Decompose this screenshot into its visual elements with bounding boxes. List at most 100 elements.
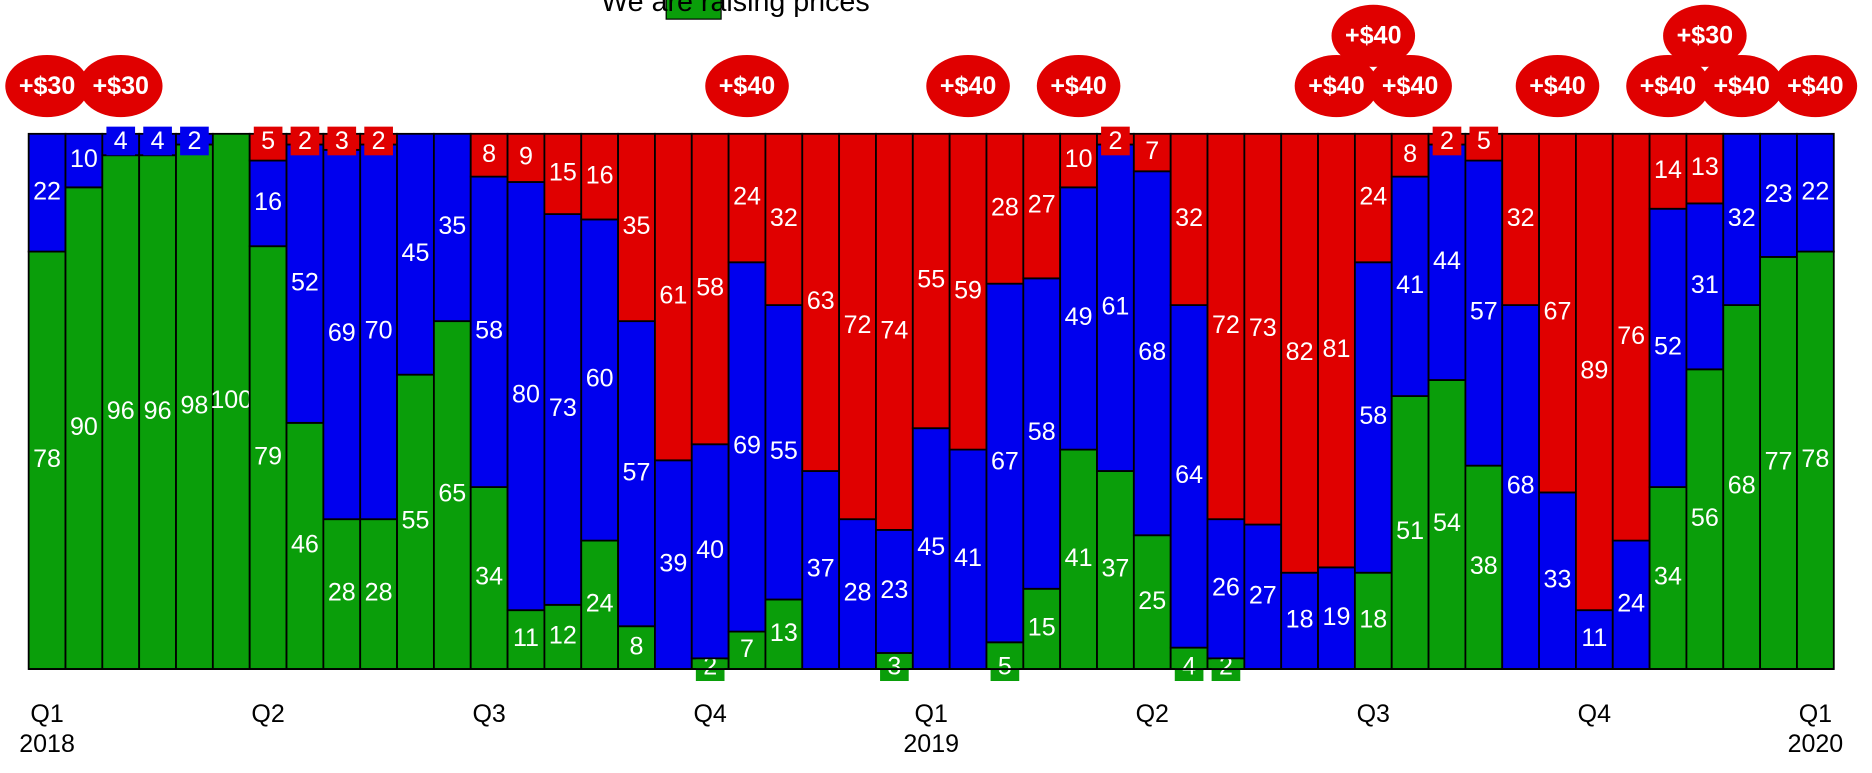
value-label: 73	[549, 394, 577, 422]
value-label: 98	[180, 391, 208, 419]
value-label: 41	[954, 544, 982, 572]
price-change-label: +$30	[19, 72, 75, 100]
bar-segment	[727, 132, 767, 264]
value-label: 49	[1065, 303, 1093, 331]
value-label: 68	[1507, 472, 1535, 500]
bar-segment	[690, 132, 730, 446]
value-label: 35	[623, 212, 651, 240]
price-change-bubble	[1699, 54, 1784, 118]
value-label: 69	[733, 432, 761, 460]
value-label: 61	[1101, 292, 1129, 320]
price-change-label: +$40	[1345, 22, 1401, 50]
value-label: 72	[844, 311, 872, 339]
bar-segment	[654, 132, 693, 462]
bar-segment	[1538, 132, 1577, 494]
value-label: 40	[696, 536, 724, 564]
value-label: 65	[438, 480, 466, 508]
value-label-box	[253, 126, 283, 156]
value-label: 19	[1323, 603, 1351, 631]
value-label: 56	[1691, 504, 1719, 532]
value-label: 78	[33, 445, 61, 473]
value-label: 59	[954, 276, 982, 304]
bar-segment	[27, 250, 67, 670]
value-label: 76	[1617, 322, 1645, 350]
price-change-bubble	[705, 54, 789, 118]
value-label: 16	[254, 188, 282, 216]
value-label: 14	[1654, 156, 1682, 184]
value-label: 58	[1359, 402, 1387, 430]
legend-label: We are raising prices	[601, 0, 870, 18]
bar-segment	[175, 143, 214, 670]
bar-segment	[27, 132, 67, 253]
price-change-bubble	[78, 54, 163, 118]
bar-segment	[1317, 132, 1356, 569]
value-label: 38	[1470, 552, 1498, 580]
bar-segment	[1022, 277, 1062, 590]
value-label: 57	[1470, 298, 1498, 326]
value-label: 68	[1138, 338, 1166, 366]
value-label-box	[180, 126, 209, 156]
value-label: 26	[1212, 573, 1240, 601]
value-label: 68	[1728, 472, 1756, 500]
value-label: 90	[70, 413, 98, 441]
bar-segment	[690, 443, 730, 660]
bar-segment	[1796, 132, 1835, 253]
value-label: 70	[365, 316, 393, 344]
value-label: 4	[114, 127, 128, 155]
bar-segment	[1132, 534, 1172, 670]
value-label: 15	[549, 159, 577, 187]
bar-segment	[396, 373, 435, 670]
value-label: 4	[1182, 652, 1196, 680]
value-label: 100	[210, 386, 252, 414]
value-label: 9	[519, 143, 533, 171]
value-label: 4	[151, 127, 165, 155]
value-label: 55	[917, 266, 945, 294]
value-label: 18	[1286, 606, 1314, 634]
bar-segment	[1501, 132, 1540, 306]
value-label: 58	[475, 316, 503, 344]
x-tick-label: Q1 2018	[19, 699, 75, 758]
value-label: 39	[659, 549, 687, 577]
value-label: 27	[1249, 581, 1277, 609]
bar-segment	[1648, 132, 1688, 210]
bar-segment	[1353, 132, 1393, 264]
x-tick-label: Q4	[693, 699, 727, 728]
bar-segment	[727, 261, 767, 633]
bar-segment	[838, 132, 877, 521]
price-change-label: +$30	[93, 72, 149, 100]
value-label-box	[106, 126, 136, 156]
value-label: 31	[1691, 271, 1719, 299]
x-tick-label: Q2	[1135, 699, 1169, 728]
price-change-bubble	[1368, 54, 1452, 118]
price-change-label: +$40	[1529, 72, 1585, 100]
value-label: 41	[1065, 544, 1093, 572]
bar-segment	[1059, 132, 1098, 189]
value-label-box	[880, 652, 909, 682]
value-label: 96	[144, 397, 172, 425]
price-change-label: +$40	[719, 72, 775, 100]
value-label-box	[327, 126, 357, 156]
value-label: 18	[1359, 606, 1387, 634]
price-change-label: +$40	[1640, 72, 1696, 100]
value-label: 77	[1765, 448, 1793, 476]
value-label: 82	[1286, 338, 1314, 366]
bar-segment	[1501, 304, 1540, 670]
bar-segment	[580, 132, 619, 221]
value-label: 5	[1477, 127, 1491, 155]
value-label: 67	[1544, 298, 1572, 326]
value-label: 2	[298, 127, 312, 155]
price-change-label: +$40	[1050, 72, 1106, 100]
value-label: 22	[33, 177, 61, 205]
value-label: 58	[696, 274, 724, 302]
value-label: 33	[1544, 565, 1572, 593]
value-label: 16	[586, 161, 614, 189]
bar-segment	[1169, 304, 1209, 649]
value-label: 78	[1801, 445, 1829, 473]
value-label-box	[1432, 126, 1462, 156]
value-label: 45	[402, 239, 430, 267]
value-label: 55	[770, 437, 798, 465]
x-tick-label: Q4	[1577, 699, 1611, 728]
value-label: 24	[733, 183, 761, 211]
